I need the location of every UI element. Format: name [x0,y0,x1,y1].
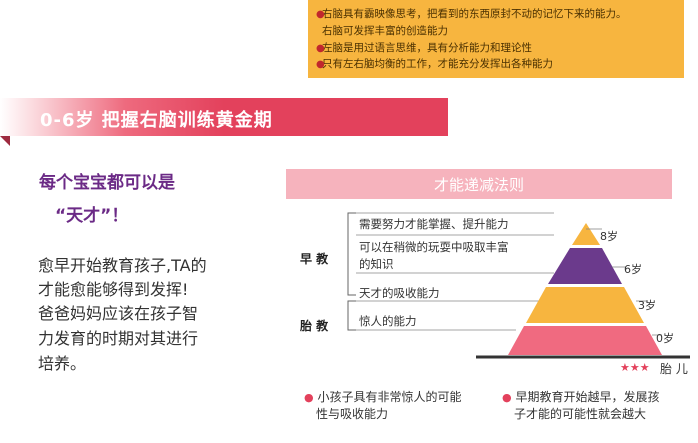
pyramid-layer-2 [548,248,622,284]
prenatal-bracket [347,300,356,331]
base-label: 胎 儿 [660,362,688,376]
lead-line-2: “天才”！ [55,206,129,226]
band-fold [0,136,10,146]
age-label: 3岁 [638,299,656,312]
body-line: 培养。 [38,354,87,373]
bullet-icon: ● [316,59,325,70]
lead-line-1: 每个宝宝都可以是 [39,173,175,193]
pyramid-layer-base [508,326,662,355]
age-label: 6岁 [624,263,642,276]
rule-title-box [286,169,672,199]
bullet-icon: ● [304,391,314,404]
note-right-cont: 子才能的可能性就会越大 [514,407,647,421]
rule-title: 才能递减法则 [433,176,524,194]
stage-prenatal: 胎 教 [300,319,329,333]
header-band [0,98,448,136]
pyramid-diagram [347,212,690,359]
age-label: 8岁 [600,230,618,243]
stage-early: 早 教 [300,252,329,266]
section-title: 0-6岁 把握右脑训练黄金期 [40,110,273,131]
level-label: 需要努力才能掌握、提升能力 [359,217,509,231]
note-left: ● 小孩子具有非常惊人的可能 [304,390,462,404]
bullet-icon: ● [316,43,325,54]
note-item: ● 左脑是用过语言思维，具有分析能力和理论性 [316,42,532,54]
age-label: 0岁 [656,332,674,345]
early-bracket [347,212,356,296]
level-label: 惊人的能力 [359,314,417,328]
level-label: 天才的吸收能力 [359,286,440,300]
level-label: 可以在稍微的玩耍中吸取丰富 [359,240,509,254]
info-note: ● 右脑具有霸映像思考，把看到的东西原封不动的记忆下来的能力。 右脑可发挥丰富的创… [308,0,684,78]
body-line: 才能愈能够得到发挥! [38,280,189,299]
body-line: 爸爸妈妈应该在孩子智 [38,304,199,323]
note-right: ● 早期教育开始越早，发展孩 [502,390,660,404]
note-left-cont: 性与吸收能力 [316,407,389,421]
note-item: 右脑可发挥丰富的创造能力 [322,25,448,37]
bullet-icon: ● [316,9,325,20]
stars: ★★★ [620,361,650,374]
body-line: 力发育的时期对其进行 [38,329,199,348]
body-line: 愈早开始教育孩子,TA的 [38,256,207,275]
pyramid-layer-top [572,223,600,245]
note-item: ● 只有左右脑均衡的工作，才能充分发挥出各种能力 [316,58,553,70]
pyramid-layer-3 [526,287,644,323]
bullet-icon: ● [502,391,512,404]
level-label: 的知识 [359,257,394,271]
note-item: ● 右脑具有霸映像思考，把看到的东西原封不动的记忆下来的能力。 [316,8,627,20]
